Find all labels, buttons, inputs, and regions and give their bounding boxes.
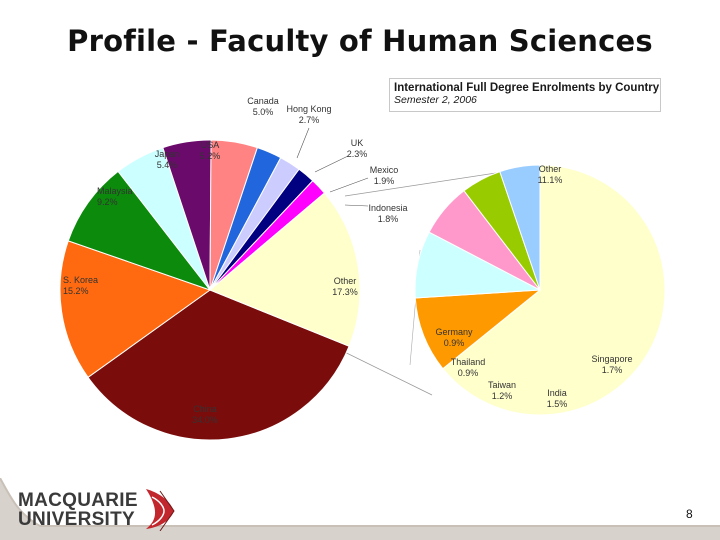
university-logo-text: MACQUARIE UNIVERSITY	[18, 490, 138, 530]
main-label-uk: UK	[351, 138, 364, 148]
main-value-usa: 5.2%	[200, 151, 221, 161]
main-slice-china	[87, 289, 350, 441]
sub-slice-singapore	[414, 289, 542, 370]
sub-value-taiwan: 1.2%	[492, 391, 513, 401]
main-value-malaysia: 9.2%	[97, 197, 118, 207]
page-title: Profile - Faculty of Human Sciences	[67, 24, 653, 58]
sub-value-thailand: 0.9%	[458, 368, 479, 378]
main-leader-hong-kong	[296, 127, 310, 159]
main-value-other: 17.3%	[332, 287, 358, 297]
main-slice-other	[209, 192, 361, 347]
university-crest-icon	[146, 489, 175, 531]
sub-value-other: 11.1%	[538, 175, 563, 185]
main-label-usa: USA	[201, 140, 220, 150]
footer-band	[0, 478, 720, 540]
main-value-uk: 2.3%	[347, 149, 368, 159]
main-value-mexico: 1.9%	[374, 176, 395, 186]
sub-label-other: Other	[539, 164, 562, 174]
page-number: 8	[686, 507, 693, 521]
main-value-indonesia: 1.8%	[378, 214, 399, 224]
other-breakdown-pie	[414, 164, 666, 416]
main-label-china: China	[193, 404, 217, 414]
main-slice-malaysia	[67, 170, 212, 292]
main-label-s-korea: S. Korea	[63, 275, 98, 285]
main-label-hong-kong: Hong Kong	[286, 104, 331, 114]
sub-value-india: 1.5%	[547, 399, 568, 409]
main-label-other: Other	[334, 276, 357, 286]
main-value-japan: 5.4%	[157, 160, 178, 170]
main-label-indonesia: Indonesia	[368, 203, 407, 213]
sub-label-germany: Germany	[435, 327, 473, 337]
main-value-canada: 5.0%	[253, 107, 274, 117]
main-pie	[59, 139, 361, 441]
main-value-s-korea: 15.2%	[63, 286, 89, 296]
sub-label-india: India	[547, 388, 567, 398]
main-label-mexico: Mexico	[370, 165, 399, 175]
main-value-hong-kong: 2.7%	[299, 115, 320, 125]
main-leader-indonesia	[344, 204, 369, 207]
sub-slice-germany	[499, 164, 541, 291]
chart-title-box: International Full Degree Enrolments by …	[389, 78, 661, 112]
sub-label-thailand: Thailand	[451, 357, 486, 367]
main-value-china: 34.0%	[192, 415, 218, 425]
main-label-canada: Canada	[247, 96, 279, 106]
main-leader-uk	[314, 155, 349, 173]
main-label-japan: Japan	[155, 149, 180, 159]
sub-label-singapore: Singapore	[591, 354, 632, 364]
sub-value-singapore: 1.7%	[602, 365, 623, 375]
chart-title: International Full Degree Enrolments by …	[394, 82, 660, 94]
sub-slice-other	[442, 164, 666, 416]
main-label-malaysia: Malaysia	[97, 186, 133, 196]
main-slice-s-korea	[59, 240, 212, 379]
sub-value-germany: 0.9%	[444, 338, 465, 348]
chart-subtitle: Semester 2, 2006	[394, 94, 477, 106]
sub-label-taiwan: Taiwan	[488, 380, 516, 390]
main-leader-mexico	[329, 177, 369, 193]
